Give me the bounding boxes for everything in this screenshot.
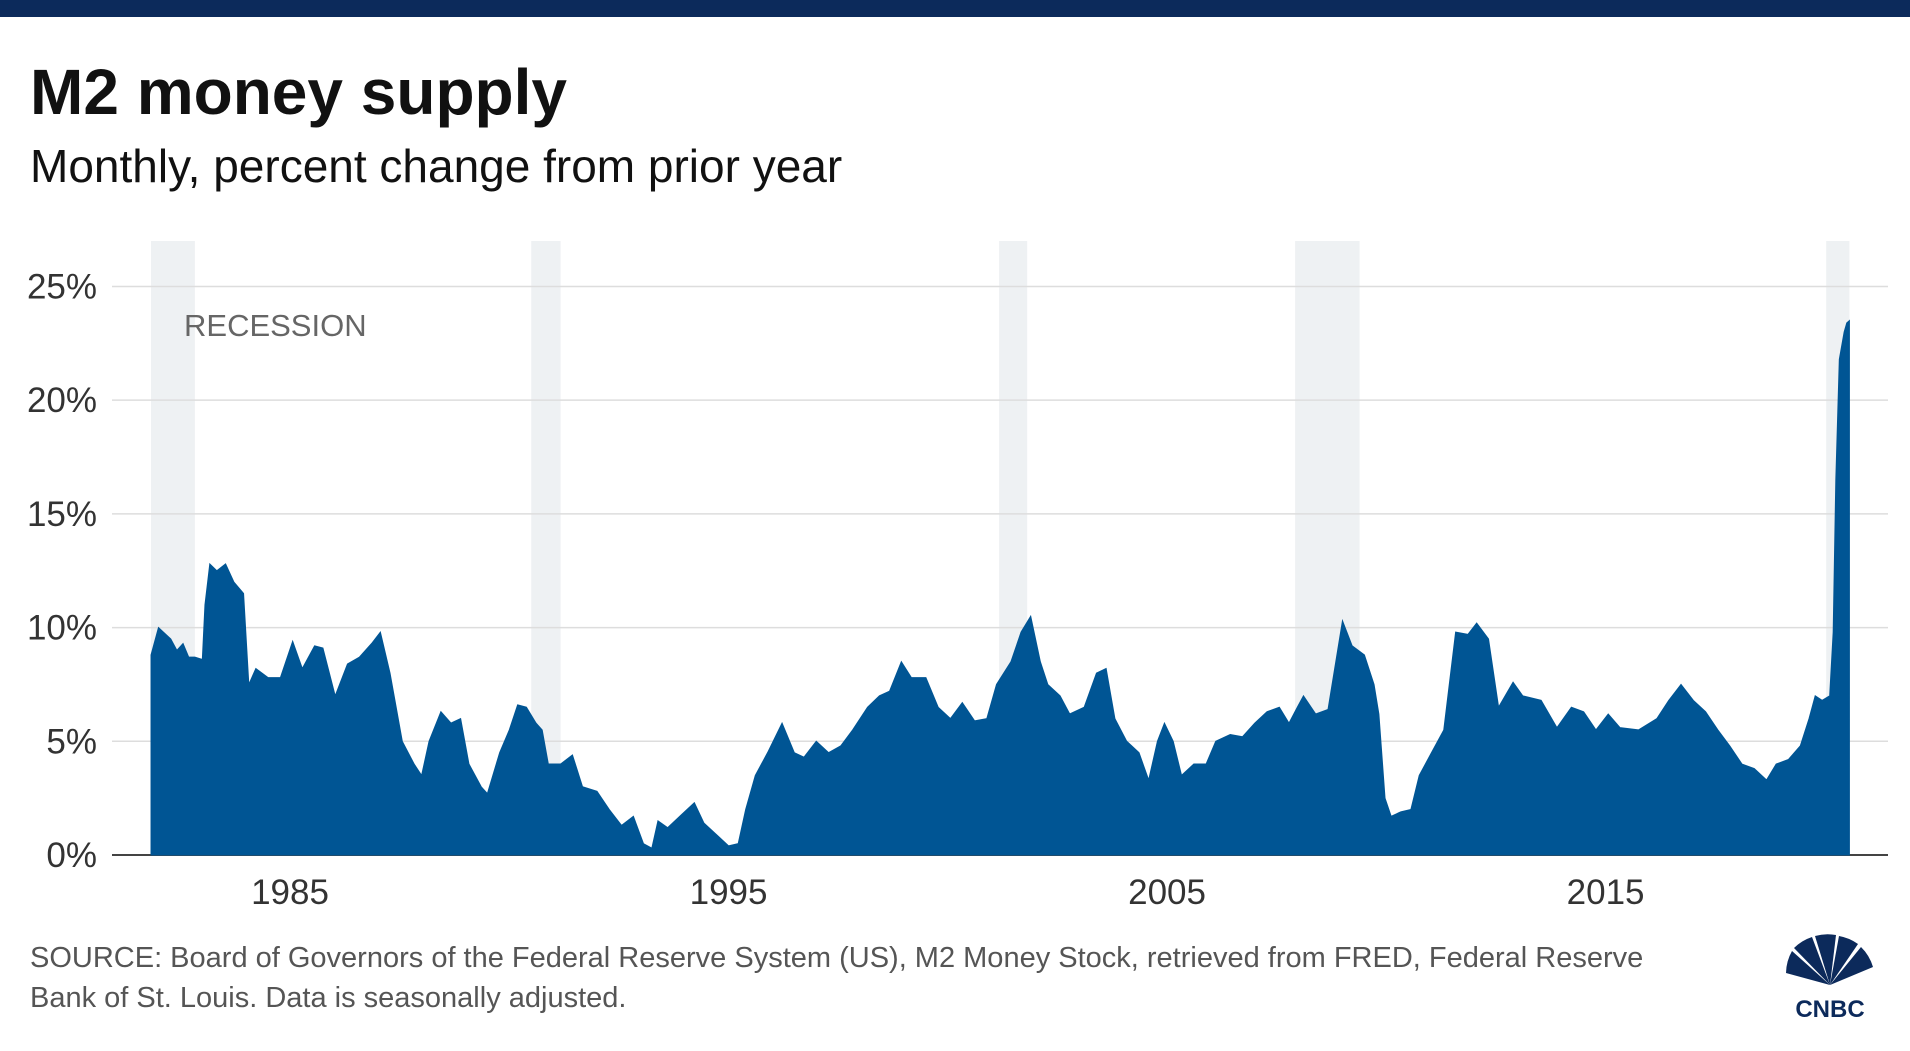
y-tick-label: 20%	[27, 381, 97, 420]
x-tick-label: 1995	[690, 873, 768, 912]
logo: CNBC	[1786, 934, 1873, 1023]
y-tick-label: 15%	[27, 495, 97, 534]
top-bar	[0, 0, 1910, 17]
y-tick-label: 5%	[46, 722, 97, 761]
annotation: RECESSION	[184, 308, 367, 343]
x-tick-label: 1985	[251, 873, 329, 912]
data-layer	[150, 319, 1850, 856]
label-layer: RECESSION 0% 5% 10% 15% 20% 25% 1985 1995 2005 201…	[27, 267, 1645, 912]
chart-title: M2 money supply	[30, 56, 567, 128]
y-tick-label: 0%	[46, 836, 97, 875]
logo-feather	[1815, 934, 1836, 985]
area	[150, 319, 1850, 856]
logo-feather	[1830, 947, 1873, 985]
y-tick-label: 10%	[27, 609, 97, 648]
x-tick-label: 2015	[1567, 873, 1645, 912]
logo-feather	[1786, 951, 1830, 985]
source-note: SOURCE: Board of Governors of the Federa…	[30, 942, 1644, 1014]
logo-feather	[1794, 937, 1830, 985]
logo-text: CNBC	[1795, 996, 1864, 1023]
x-tick-label: 2005	[1128, 873, 1206, 912]
chart-subtitle: Monthly, percent change from prior year	[30, 140, 842, 192]
logo-feather	[1830, 936, 1858, 985]
y-tick-label: 25%	[27, 267, 97, 306]
